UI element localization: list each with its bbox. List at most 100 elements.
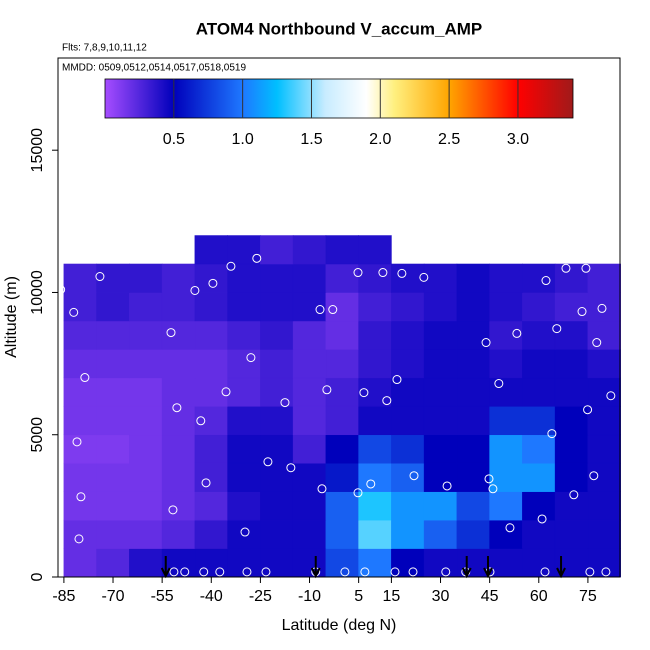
sample-point (317, 484, 327, 494)
heat-cell (292, 519, 327, 549)
heat-cell (423, 292, 458, 322)
sample-point (552, 324, 562, 334)
heat-cell (260, 548, 294, 578)
heat-cell (227, 263, 261, 293)
heat-cell (423, 405, 458, 436)
heat-cell (522, 263, 556, 293)
profile-arrow (556, 556, 566, 579)
heat-cell (227, 491, 261, 521)
heat-cell (358, 491, 392, 521)
heat-cell (63, 491, 97, 521)
heat-cell (194, 519, 228, 549)
sample-point (246, 353, 256, 363)
sample-point (585, 567, 595, 577)
heat-cell (391, 519, 425, 549)
heat-cell (358, 320, 392, 350)
heat-cell (587, 548, 621, 578)
heat-cell (227, 519, 261, 549)
heat-cell (292, 349, 327, 379)
heat-cell (194, 263, 228, 293)
sample-point (409, 471, 419, 481)
heat-cell (129, 491, 163, 521)
heat-cell (522, 434, 556, 464)
heat-cell (554, 462, 589, 492)
heat-cell (358, 462, 392, 492)
heat-cell (260, 349, 294, 379)
sample-point (196, 416, 206, 426)
heat-cell (522, 377, 556, 407)
heat-cell (292, 548, 327, 578)
heat-cell (587, 434, 621, 464)
sample-point (180, 567, 190, 577)
sample-point (442, 481, 452, 491)
heat-cell (489, 491, 523, 521)
heat-cell (161, 320, 196, 350)
heat-cell (63, 292, 97, 322)
heat-cell (260, 491, 294, 521)
heat-cell (96, 349, 130, 379)
colorbar-tick-label: 2.5 (438, 131, 460, 148)
heat-cell (194, 235, 228, 265)
heat-cell (260, 377, 294, 407)
sample-point (353, 488, 363, 498)
heat-cell (358, 548, 392, 578)
heat-cell (63, 377, 97, 407)
heat-cell (358, 349, 392, 379)
heat-cell (423, 377, 458, 407)
heat-cell (325, 434, 359, 464)
heat-cell (96, 263, 130, 293)
sample-point (169, 567, 179, 577)
sample-point (286, 463, 296, 473)
heat-cell (587, 377, 621, 407)
heat-cell (260, 320, 294, 350)
heat-cell (391, 434, 425, 464)
heat-cell (391, 320, 425, 350)
x-tick-label: -40 (200, 588, 223, 605)
heat-cell (522, 462, 556, 492)
heat-cell (194, 377, 228, 407)
annotation: MMDD: 0509,0512,0514,0517,0518,0519 (62, 63, 246, 74)
heat-cell (292, 320, 327, 350)
heat-cell (522, 320, 556, 350)
sample-point (488, 484, 498, 494)
heat-cell (129, 462, 163, 492)
sample-point (597, 303, 607, 313)
heat-cell (129, 405, 163, 436)
heat-cell (587, 519, 621, 549)
heat-cell (96, 405, 130, 436)
heat-cell (292, 491, 327, 521)
heat-cell (423, 491, 458, 521)
sample-point (72, 437, 82, 447)
heat-cell (456, 377, 490, 407)
plot-frame (57, 57, 621, 578)
heat-cell (358, 434, 392, 464)
heat-cell (325, 405, 359, 436)
heat-cell (391, 292, 425, 322)
heat-cell (129, 377, 163, 407)
heat-cell (129, 320, 163, 350)
heat-cell (456, 320, 490, 350)
colorbar-tick-label: 1.0 (232, 131, 254, 148)
heat-cell (456, 349, 490, 379)
sample-point (606, 391, 616, 401)
heat-cell (489, 548, 523, 578)
heat-cell (391, 548, 425, 578)
heat-cell (292, 434, 327, 464)
heat-cell (358, 263, 392, 293)
sample-point (261, 567, 271, 577)
subtitle: Flts: 7,8,9,10,11,12 (62, 43, 147, 54)
heat-cell (423, 349, 458, 379)
sample-point (168, 505, 178, 515)
x-tick-label: -25 (249, 588, 272, 605)
sample-point (208, 278, 218, 288)
heat-cell (325, 320, 359, 350)
heat-cell (423, 263, 458, 293)
sample-point (583, 405, 593, 415)
sample-point (166, 328, 176, 338)
heat-cell (423, 519, 458, 549)
heat-cell (161, 405, 196, 436)
sample-point (190, 285, 200, 295)
sample-point (263, 457, 273, 467)
heat-cell (358, 519, 392, 549)
heat-cell (522, 519, 556, 549)
